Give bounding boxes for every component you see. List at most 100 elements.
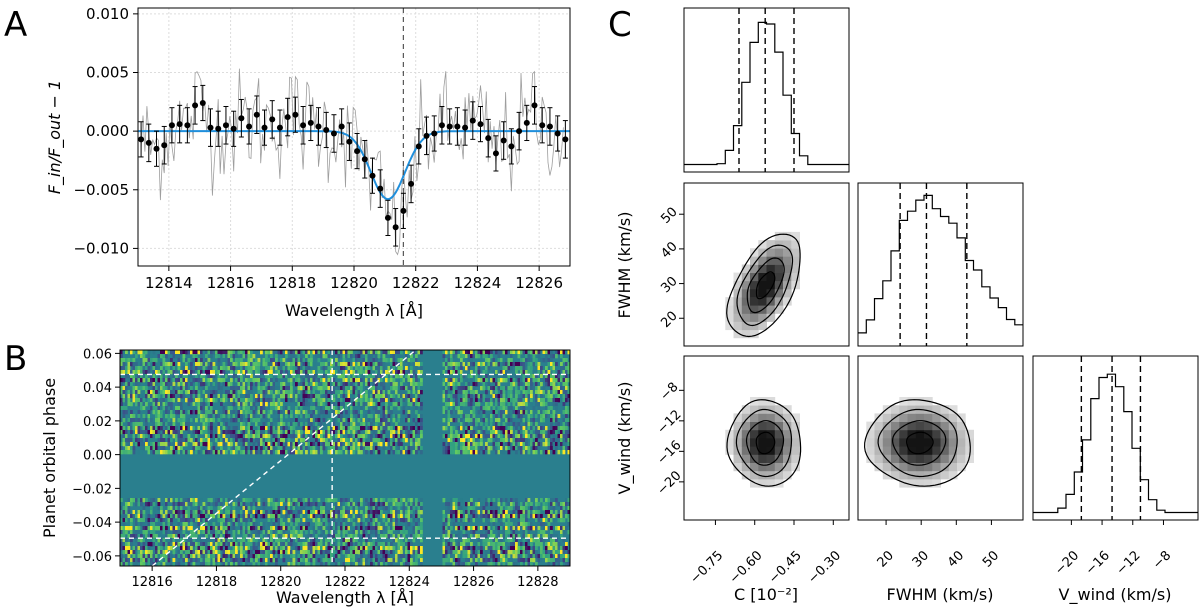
heatmap-cell — [457, 438, 461, 443]
heatmap-cell — [275, 518, 278, 523]
heatmap-cell — [417, 430, 421, 435]
heatmap-cell — [270, 370, 273, 375]
heatmap-cell — [175, 438, 178, 443]
heatmap-cell — [152, 374, 156, 379]
heatmap-cell — [512, 414, 516, 419]
heatmap-cell — [375, 446, 378, 451]
heatmap-cell — [300, 498, 303, 503]
heatmap-cell — [327, 498, 331, 503]
data-marker — [338, 123, 345, 130]
heatmap-cell — [332, 498, 336, 503]
heatmap-cell — [230, 386, 233, 391]
heatmap-cell — [335, 390, 338, 395]
heatmap-cell — [452, 402, 456, 407]
heatmap-cell — [152, 526, 156, 531]
heatmap-cell — [410, 518, 413, 523]
heatmap-cell — [480, 438, 483, 443]
heatmap-cell — [152, 442, 156, 447]
heatmap-cell — [342, 442, 346, 447]
heatmap-cell — [240, 358, 243, 363]
heatmap-cell — [382, 362, 386, 367]
heatmap-cell — [207, 430, 211, 435]
heatmap-cell — [215, 430, 218, 435]
heatmap-cell — [147, 394, 151, 399]
heatmap-cell — [447, 518, 451, 523]
heatmap-cell — [245, 418, 248, 423]
heatmap-cell — [190, 350, 193, 355]
data-point — [415, 128, 422, 165]
heatmap-cell — [302, 394, 306, 399]
heatmap-cell — [532, 426, 536, 431]
heatmap-cell — [510, 526, 513, 531]
heatmap-cell — [377, 522, 381, 527]
heatmap-cell — [192, 402, 196, 407]
heatmap-cell — [315, 386, 318, 391]
heatmap-cell — [407, 510, 411, 515]
heatmap-cell — [152, 422, 156, 427]
heatmap-cell — [505, 434, 508, 439]
heatmap-cell — [507, 370, 511, 375]
heatmap-cell — [280, 386, 283, 391]
heatmap-cell — [162, 518, 166, 523]
heatmap-cell — [127, 442, 131, 447]
heatmap-cell — [307, 362, 311, 367]
data-point — [400, 192, 407, 229]
heatmap-cell — [167, 422, 171, 427]
heatmap-cell — [130, 370, 133, 375]
heatmap-cell — [165, 530, 168, 535]
heatmap-cell — [312, 430, 316, 435]
heatmap-cell — [530, 362, 533, 367]
heatmap-cell — [152, 510, 156, 515]
heatmap-cell — [470, 426, 473, 431]
heatmap-cell — [355, 442, 358, 447]
heatmap-cell — [290, 502, 293, 507]
heatmap-cell — [175, 502, 178, 507]
heatmap-cell — [525, 506, 528, 511]
heatmap-cell — [150, 498, 153, 503]
heatmap-cell — [545, 350, 548, 355]
heatmap-cell — [315, 382, 318, 387]
heatmap-cell — [250, 370, 253, 375]
heatmap-cell — [377, 386, 381, 391]
heatmap-cell — [550, 378, 553, 383]
heatmap-cell — [225, 526, 228, 531]
heatmap-cell — [287, 526, 291, 531]
heatmap-cell — [370, 450, 373, 455]
heatmap-cell — [187, 518, 191, 523]
heatmap-cell — [322, 366, 326, 371]
heatmap-cell — [290, 510, 293, 515]
heatmap-cell — [370, 522, 373, 527]
heatmap-cell — [295, 422, 298, 427]
heatmap-cell — [227, 366, 231, 371]
heatmap-cell — [560, 446, 563, 451]
heatmap-cell — [487, 446, 491, 451]
heatmap-cell — [232, 510, 236, 515]
heatmap-cell — [485, 350, 488, 355]
heatmap-cell — [412, 386, 416, 391]
heatmap-cell — [205, 398, 208, 403]
heatmap-cell — [457, 506, 461, 511]
heatmap-cell — [167, 402, 171, 407]
heatmap-cell — [287, 350, 291, 355]
heatmap-cell — [530, 374, 533, 379]
heatmap-cell — [295, 498, 298, 503]
heatmap-cell — [157, 370, 161, 375]
heatmap-cell — [315, 442, 318, 447]
heatmap-cell — [467, 426, 471, 431]
heatmap-cell — [452, 414, 456, 419]
heatmap-cell — [140, 450, 143, 455]
heatmap-cell — [157, 410, 161, 415]
heatmap-cell — [145, 366, 148, 371]
heatmap-cell — [225, 354, 228, 359]
heatmap-cell — [477, 402, 481, 407]
heatmap-cell — [375, 406, 378, 411]
heatmap-cell — [500, 366, 503, 371]
heatmap-cell — [537, 366, 541, 371]
heatmap-cell — [537, 362, 541, 367]
heatmap-cell — [325, 530, 328, 535]
heatmap-cell — [125, 402, 128, 407]
heatmap-cell — [122, 506, 126, 511]
heatmap-cell — [307, 350, 311, 355]
heatmap-cell — [387, 450, 391, 455]
